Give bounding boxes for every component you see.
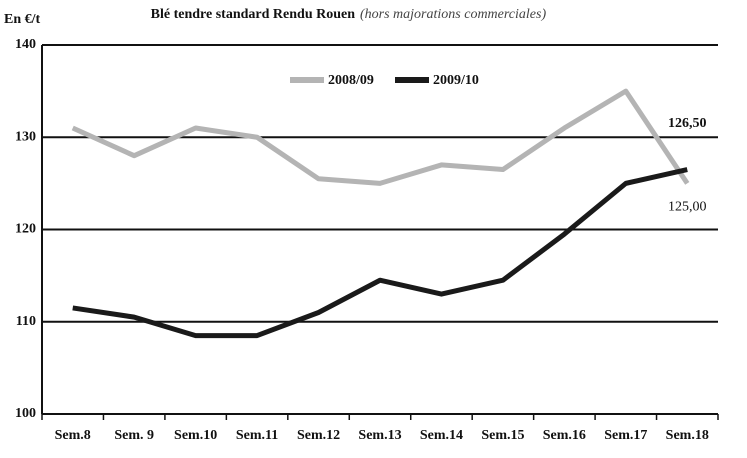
legend-label: 2008/09 [328, 73, 374, 88]
value-label: 126,50 [668, 116, 707, 131]
x-tick-label: Sem.12 [297, 428, 340, 443]
series-line [72, 167, 688, 339]
x-tick-label: Sem.16 [543, 428, 586, 443]
x-tick-label: Sem.11 [236, 428, 278, 443]
chart-title: Blé tendre standard Rendu Rouen [151, 7, 356, 22]
y-axis-label: En €/t [4, 12, 41, 27]
x-tick-label: Sem. 9 [114, 428, 154, 443]
y-tick-label: 110 [16, 314, 36, 329]
x-tick-label: Sem.17 [604, 428, 647, 443]
x-tick-label: Sem.18 [666, 428, 709, 443]
y-tick-label: 100 [15, 406, 36, 421]
x-tick-label: Sem.14 [420, 428, 463, 443]
series-line [71, 88, 690, 186]
x-tick-label: Sem.15 [481, 428, 524, 443]
x-tick-label: Sem.13 [358, 428, 401, 443]
y-tick-label: 130 [15, 129, 36, 144]
value-label: 125,00 [668, 200, 707, 215]
y-tick-label: 140 [15, 37, 36, 52]
x-tick-label: Sem.10 [174, 428, 217, 443]
legend-label: 2009/10 [433, 73, 479, 88]
chart-subtitle: (hors majorations commerciales) [360, 7, 546, 22]
x-tick-label: Sem.8 [55, 428, 91, 443]
y-tick-label: 120 [15, 222, 36, 237]
